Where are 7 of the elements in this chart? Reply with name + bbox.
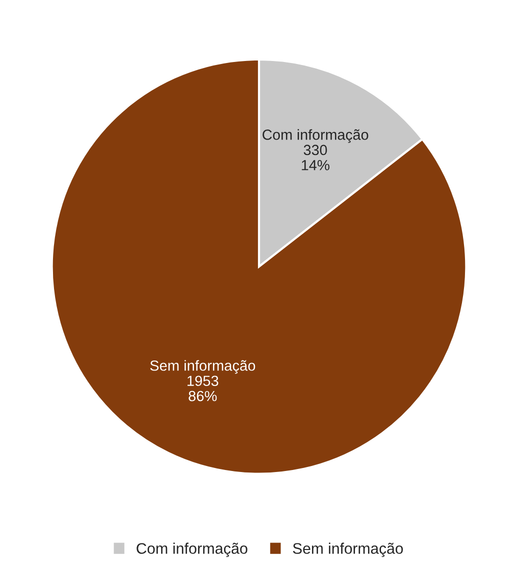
data-label: 1953 86% <box>188 376 218 402</box>
slice-label: Sem informação <box>150 360 256 374</box>
legend-label: Com informação <box>136 542 248 557</box>
legend-label: Sem informação <box>292 542 403 557</box>
data-label: 330 14% <box>302 144 330 170</box>
slice-label: Com informação <box>262 129 368 143</box>
pie-slice <box>50 58 468 475</box>
